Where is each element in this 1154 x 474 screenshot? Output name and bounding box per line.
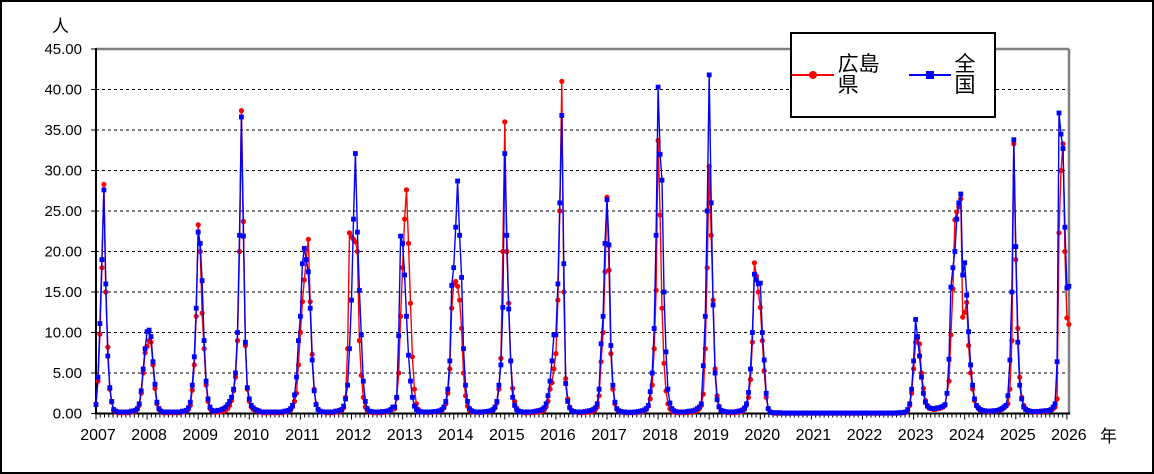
svg-text:25.00: 25.00 [44,203,82,220]
svg-text:2014: 2014 [438,427,474,444]
svg-text:45.00: 45.00 [44,41,82,58]
svg-text:5.00: 5.00 [53,365,82,382]
svg-text:20.00: 20.00 [44,244,82,261]
y-axis-ticks [91,48,96,414]
legend-label-hiroshima: 広島県 [837,53,880,97]
svg-text:40.00: 40.00 [44,82,82,99]
legend-item-hiroshima: 広島県 [792,54,897,96]
svg-text:2012: 2012 [336,427,372,444]
series-zenkoku [93,72,1072,416]
blue-square-marker-icon [925,71,934,79]
svg-text:2022: 2022 [847,427,883,444]
svg-text:35.00: 35.00 [44,122,82,139]
legend-label-zenkoku: 全国 [954,53,976,97]
svg-text:2013: 2013 [387,427,423,444]
svg-text:2017: 2017 [591,427,627,444]
legend-item-zenkoku: 全国 [908,53,994,97]
svg-text:30.00: 30.00 [44,163,82,180]
svg-text:2021: 2021 [796,427,832,444]
legend: 広島県 全国 [790,32,996,118]
svg-text:10.00: 10.00 [44,325,82,342]
svg-text:2007: 2007 [80,427,116,444]
svg-text:2008: 2008 [131,427,167,444]
svg-text:2009: 2009 [182,427,218,444]
series-zenkoku-markers [93,72,1072,416]
legend-sample-zenkoku [908,70,951,80]
x-year-labels: 2007 2008 2009 2010 2011 2012 2013 2014 2015 2016… [80,427,1087,444]
svg-text:2015: 2015 [489,427,525,444]
gridlines [96,89,1069,374]
red-circle-marker-icon [809,71,817,79]
svg-text:2026: 2026 [1051,427,1087,444]
svg-text:15.00: 15.00 [44,284,82,301]
svg-text:2016: 2016 [540,427,576,444]
svg-text:2023: 2023 [898,427,934,444]
svg-text:2019: 2019 [693,427,729,444]
svg-text:2024: 2024 [949,427,985,444]
svg-text:0.00: 0.00 [53,406,82,423]
series-zenkoku-line [95,74,1070,414]
legend-sample-hiroshima [792,70,834,80]
x-axis-unit-label: 年 [1100,427,1117,446]
y-tick-labels: 0.00 5.00 10.00 15.00 20.00 25.00 30.00 35.00 40… [44,41,82,423]
svg-text:2020: 2020 [745,427,781,444]
svg-text:2025: 2025 [1000,427,1036,444]
y-axis-unit-label: 人 [52,17,69,36]
svg-text:2011: 2011 [285,427,320,444]
svg-text:2010: 2010 [234,427,270,444]
svg-text:2018: 2018 [642,427,678,444]
series-hiroshima [93,78,1072,416]
